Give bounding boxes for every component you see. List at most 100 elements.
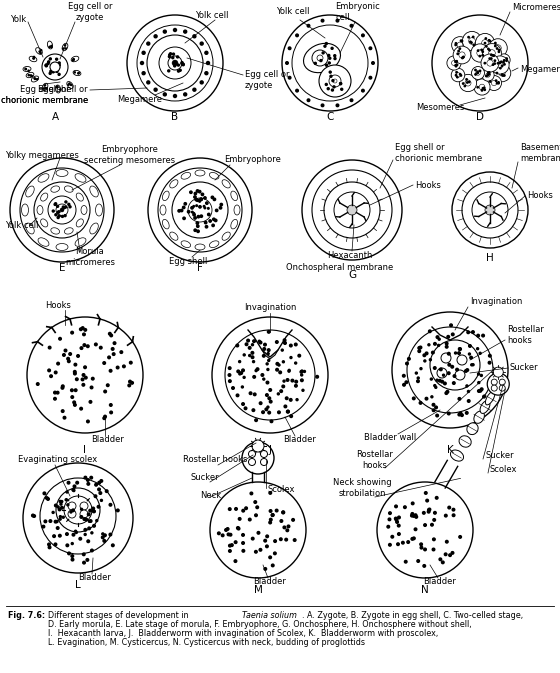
Circle shape [242,402,244,405]
Text: Hooks: Hooks [527,190,553,199]
Circle shape [455,65,457,67]
Circle shape [78,73,79,74]
Ellipse shape [26,186,34,197]
Circle shape [436,379,438,381]
Circle shape [33,58,35,59]
Circle shape [423,354,426,357]
Circle shape [85,376,87,379]
Circle shape [494,45,496,46]
Circle shape [54,371,57,374]
Circle shape [69,206,71,208]
Circle shape [325,83,327,85]
Text: Egg shell or
chorionic membrane: Egg shell or chorionic membrane [1,85,88,105]
Circle shape [455,370,465,380]
Circle shape [334,55,336,57]
Circle shape [455,44,456,46]
Ellipse shape [26,72,34,77]
Circle shape [55,214,57,216]
Circle shape [66,544,69,546]
Circle shape [291,380,293,382]
Circle shape [200,81,203,84]
Circle shape [288,77,291,79]
Circle shape [423,565,426,567]
Circle shape [287,411,290,413]
Circle shape [73,404,76,406]
Circle shape [472,192,508,228]
Circle shape [243,354,245,356]
Text: Mesomeres: Mesomeres [416,104,464,112]
Text: I.  Hexacanth larva, J.  Bladderworm with invagination of Scolex, K.  Bladderwor: I. Hexacanth larva, J. Bladderworm with … [48,629,438,638]
Circle shape [64,44,66,46]
Circle shape [73,485,76,488]
Circle shape [301,374,303,376]
Text: A: A [52,112,59,122]
Circle shape [451,552,454,554]
Circle shape [419,346,422,349]
Circle shape [477,87,478,88]
Circle shape [488,361,491,364]
Circle shape [98,488,100,491]
Circle shape [458,398,461,400]
Circle shape [204,221,207,223]
Circle shape [242,542,244,544]
Circle shape [455,75,457,76]
Circle shape [387,526,390,528]
Circle shape [460,75,461,76]
Circle shape [477,72,478,74]
Circle shape [264,539,267,542]
Ellipse shape [222,180,230,188]
Circle shape [99,492,102,495]
Circle shape [447,56,461,70]
Circle shape [395,505,398,507]
Circle shape [220,207,222,209]
Circle shape [455,42,456,44]
Circle shape [87,513,90,516]
Circle shape [197,199,199,201]
Circle shape [503,75,505,76]
Circle shape [234,541,237,544]
Circle shape [445,342,448,345]
Circle shape [489,58,491,59]
Circle shape [80,328,82,330]
Circle shape [340,88,343,90]
Circle shape [28,70,29,71]
Circle shape [503,61,504,63]
Circle shape [293,539,296,541]
Circle shape [100,480,102,483]
Circle shape [147,42,150,45]
Circle shape [424,524,426,526]
Ellipse shape [29,57,37,62]
Circle shape [430,340,480,390]
Circle shape [174,65,176,67]
Circle shape [459,348,461,351]
Circle shape [58,64,60,66]
Circle shape [27,317,143,433]
Circle shape [295,343,297,346]
Ellipse shape [459,436,471,447]
Circle shape [441,380,444,383]
Circle shape [199,201,200,202]
Ellipse shape [55,85,60,93]
Circle shape [49,46,50,48]
Circle shape [240,371,242,374]
Text: Megamere: Megamere [118,96,162,104]
Circle shape [322,52,324,54]
Circle shape [73,401,76,404]
Circle shape [484,89,486,90]
Circle shape [50,375,53,378]
Circle shape [474,79,490,95]
Circle shape [31,514,34,517]
Circle shape [432,548,435,551]
Text: Rostellar
hooks: Rostellar hooks [507,325,544,345]
Circle shape [236,394,239,396]
Circle shape [446,540,448,543]
Circle shape [194,217,197,219]
Text: Fig. 7.6:: Fig. 7.6: [8,611,45,620]
Ellipse shape [73,71,81,75]
Circle shape [457,53,459,55]
Circle shape [64,215,66,217]
Circle shape [64,349,67,352]
Text: Egg cell or
zygote: Egg cell or zygote [68,2,112,22]
Circle shape [104,534,106,536]
Circle shape [458,413,461,416]
